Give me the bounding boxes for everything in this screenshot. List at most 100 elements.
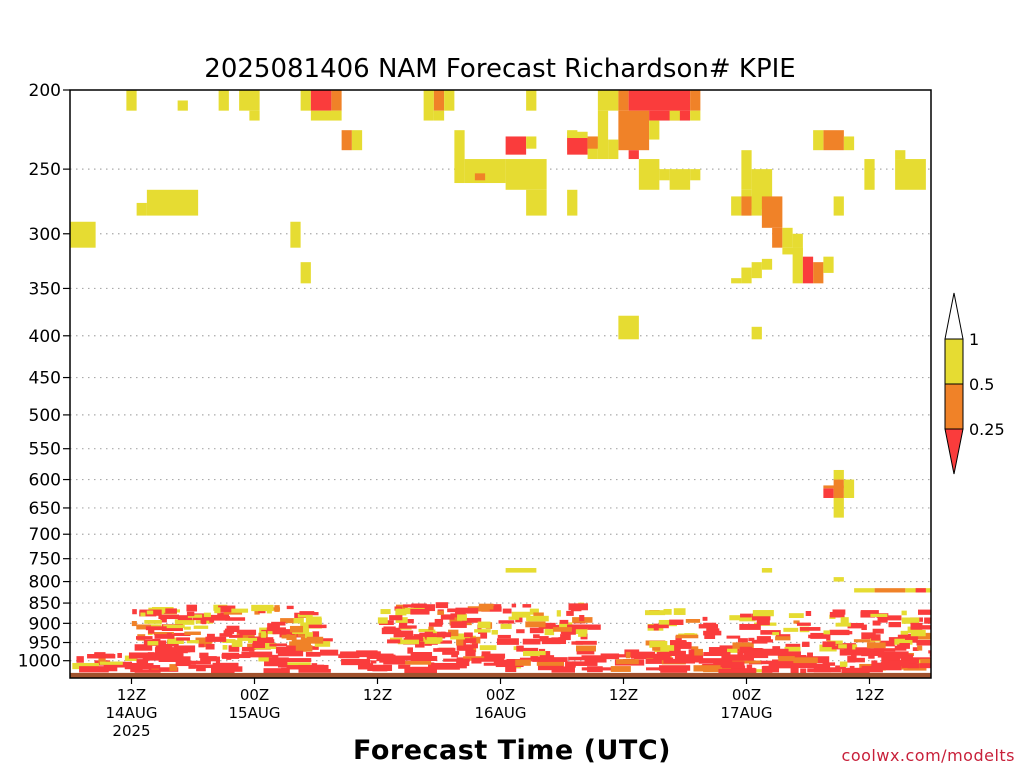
ri-streak (297, 613, 313, 618)
ri-streak (917, 645, 923, 651)
ri-streak (616, 659, 639, 665)
ri-streak (618, 654, 632, 658)
ri-streak (447, 608, 464, 613)
ri-streak (646, 667, 668, 671)
ri-streak (808, 634, 817, 639)
ri-streak (587, 666, 603, 673)
ri-streak (739, 615, 756, 622)
ri-cell (895, 159, 926, 190)
ri-streak (847, 622, 864, 629)
ri-streak (567, 624, 588, 630)
ri-streak (413, 634, 424, 641)
ri-streak (237, 630, 253, 634)
ri-streak (277, 662, 288, 668)
ri-streak (480, 631, 488, 639)
ri-streak (129, 665, 161, 669)
ri-streak (526, 616, 549, 621)
ri-cell (854, 588, 875, 593)
ri-streak (829, 629, 850, 636)
ri-streak (544, 628, 555, 636)
ri-cell (690, 110, 701, 121)
ri-streak (576, 651, 595, 655)
ri-streak (861, 665, 883, 673)
ri-streak (746, 664, 753, 672)
ri-streak (775, 634, 791, 638)
ri-cell (761, 196, 783, 228)
ri-streak (463, 608, 479, 614)
ri-streak (568, 603, 588, 611)
ri-cell (731, 196, 742, 216)
ri-streak (291, 639, 312, 646)
ri-streak (398, 622, 408, 628)
y-axis-ticks: 200 250 300 350 400 450 500 550 600 650 700 750 8008… (18, 81, 70, 672)
ri-streak (920, 658, 931, 664)
ri-streak (663, 658, 696, 664)
ri-streak (785, 643, 801, 647)
x-tick-label: 14AUG (106, 704, 158, 722)
ri-streak (305, 651, 321, 657)
ri-streak (268, 657, 289, 662)
ri-streak (879, 615, 902, 621)
ri-streak (722, 661, 745, 669)
ri-streak (212, 662, 239, 670)
ri-streak (900, 630, 909, 636)
y-tick-label: 650 (29, 499, 61, 519)
ri-cell (659, 169, 670, 181)
ri-streak (188, 660, 211, 665)
ri-streak (437, 647, 456, 652)
ri-streak (760, 630, 781, 635)
ri-streak (188, 664, 196, 669)
ri-streak (425, 629, 436, 634)
ri-streak (155, 643, 173, 649)
ri-cell (823, 130, 844, 151)
ri-streak (741, 668, 757, 675)
ri-streak (293, 618, 304, 624)
ground-surface (70, 672, 931, 678)
ri-cell (218, 90, 229, 111)
y-tick-label: 450 (29, 369, 61, 389)
ri-streak (566, 610, 574, 616)
ri-cell (567, 136, 588, 155)
ri-streak (529, 608, 539, 615)
ri-streak (428, 662, 460, 670)
ri-streak (229, 634, 243, 638)
ri-streak (826, 634, 831, 641)
ri-cell (741, 196, 752, 216)
ri-streak (99, 661, 123, 665)
ri-cell (444, 90, 455, 111)
ri-cell (802, 256, 814, 284)
ri-streak (196, 666, 206, 672)
ri-streak (484, 653, 506, 659)
ri-streak (910, 629, 926, 637)
ri-cell (792, 247, 803, 284)
ri-streak (356, 650, 378, 654)
ri-streak (580, 624, 601, 630)
ri-cell (526, 90, 537, 111)
ri-streak (545, 651, 551, 657)
ri-streak (778, 656, 795, 662)
ri-cell (290, 221, 301, 248)
ri-streak (281, 634, 297, 639)
ri-streak (901, 617, 920, 624)
ri-streak (435, 640, 453, 644)
ri-streak (176, 637, 190, 641)
ri-streak (104, 664, 118, 672)
ri-streak (198, 642, 212, 648)
ri-streak (465, 649, 476, 657)
ri-streak (426, 637, 443, 642)
ri-streak (305, 616, 322, 624)
x-tick-label: 12Z (855, 686, 884, 704)
ri-streak (916, 639, 931, 646)
ri-streak (237, 637, 258, 641)
ri-streak (455, 610, 466, 615)
ri-streak (721, 654, 754, 661)
ri-streak (768, 661, 798, 669)
ri-streak (924, 617, 931, 624)
ri-streak (495, 660, 524, 668)
ri-streak (658, 665, 691, 671)
ri-streak (877, 651, 909, 658)
ri-streak (663, 608, 672, 615)
y-tick-label: 550 (29, 440, 61, 460)
ri-streak (134, 644, 153, 651)
ri-streak (464, 632, 473, 638)
